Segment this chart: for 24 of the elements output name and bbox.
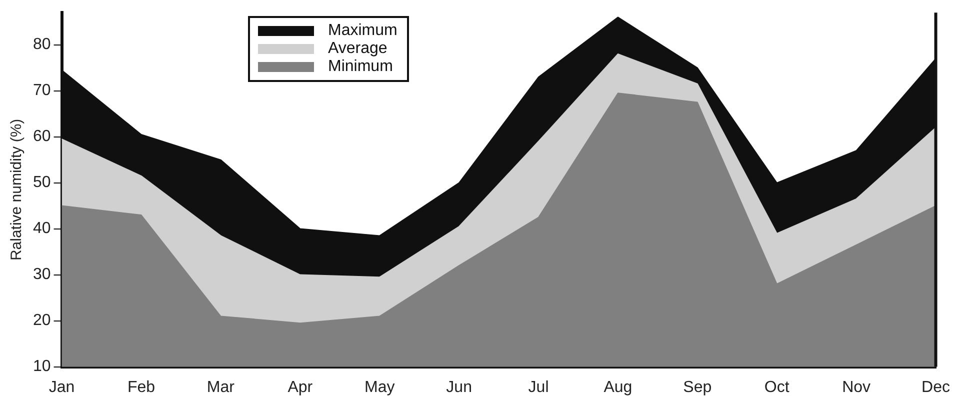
legend-label: Minimum: [328, 58, 393, 76]
y-tick-label: 40: [33, 220, 51, 238]
x-tick-label: Jul: [528, 378, 549, 396]
legend-label: Average: [328, 40, 388, 58]
y-axis-title: Ralative numidity (%): [8, 118, 26, 261]
y-tick-label: 30: [33, 266, 51, 284]
x-tick-label: Aug: [604, 378, 632, 396]
x-tick-label: Oct: [764, 378, 790, 396]
x-tick-label: Sep: [683, 378, 712, 396]
x-tick-label: Dec: [922, 378, 950, 396]
legend-label: Maximum: [328, 22, 398, 40]
y-tick-label: 80: [33, 36, 51, 54]
y-tick-label: 20: [33, 312, 51, 330]
y-tick-label: 60: [33, 128, 51, 146]
x-tick-label: Jun: [446, 378, 472, 396]
x-tick-label: Jan: [48, 378, 75, 396]
x-tick-label: May: [364, 378, 395, 396]
y-tick-label: 70: [33, 82, 51, 100]
x-tick-label: Nov: [842, 378, 871, 396]
x-tick-label: Feb: [127, 378, 156, 396]
x-tick-label: Mar: [206, 378, 236, 396]
y-tick-label: 10: [33, 358, 51, 376]
x-tick-label: Apr: [288, 378, 314, 396]
y-tick-label: 50: [33, 174, 51, 192]
